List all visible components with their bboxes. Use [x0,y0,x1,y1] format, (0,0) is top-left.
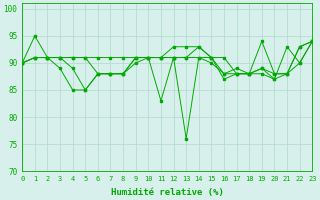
X-axis label: Humidité relative (%): Humidité relative (%) [111,188,224,197]
